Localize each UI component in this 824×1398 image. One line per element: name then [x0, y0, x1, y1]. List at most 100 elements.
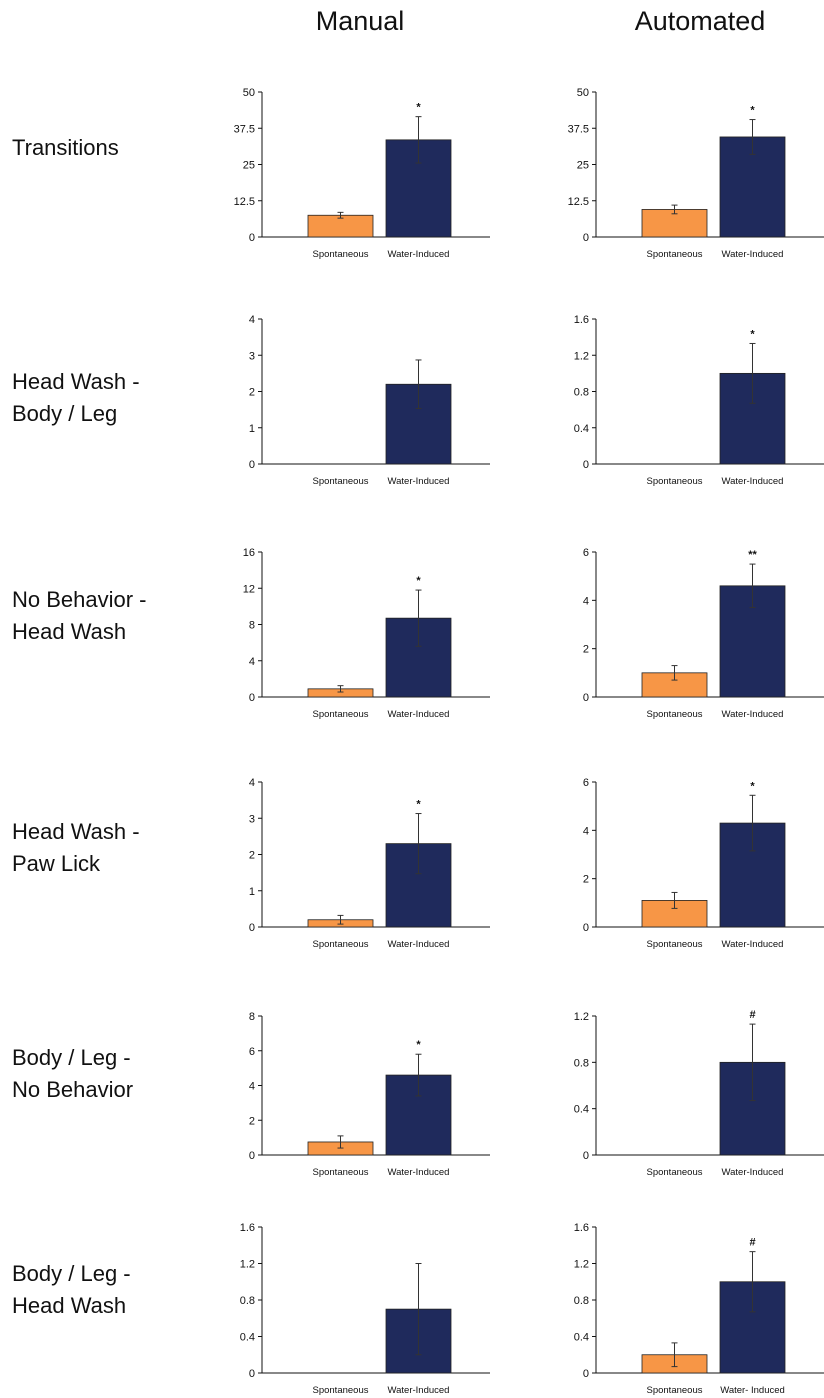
- row-label-transitions: Transitions: [12, 132, 232, 164]
- category-label: Spontaneous: [313, 1167, 369, 1178]
- significance-marker: *: [750, 328, 755, 340]
- y-tick-label: 1.2: [574, 350, 589, 362]
- y-tick-label: 3: [249, 813, 255, 825]
- row-label-line: Body / Leg -: [12, 1045, 131, 1070]
- y-tick-label: 6: [583, 777, 589, 789]
- y-tick-label: 0: [583, 232, 589, 244]
- category-label: Spontaneous: [313, 1385, 369, 1396]
- significance-marker: *: [750, 105, 755, 117]
- y-tick-label: 0: [583, 1150, 589, 1162]
- row-label-line: Transitions: [12, 135, 119, 160]
- y-tick-label: 4: [249, 1081, 255, 1093]
- row-label-headwash-pawlick: Head Wash - Paw Lick: [12, 816, 232, 880]
- row-label-line: Body / Leg -: [12, 1261, 131, 1286]
- category-label: Spontaneous: [313, 249, 369, 260]
- y-tick-label: 3: [249, 350, 255, 362]
- y-tick-label: 8: [249, 620, 255, 632]
- y-tick-label: 16: [243, 547, 255, 559]
- y-tick-label: 0.4: [574, 1104, 589, 1116]
- row-label-headwash-bodyleg: Head Wash - Body / Leg: [12, 366, 232, 430]
- y-tick-label: 0.4: [240, 1332, 255, 1344]
- row-label-bodyleg-nobehavior: Body / Leg - No Behavior: [12, 1042, 232, 1106]
- y-tick-label: 0: [249, 922, 255, 934]
- category-label: Spontaneous: [313, 939, 369, 950]
- category-label: Spontaneous: [647, 476, 703, 487]
- y-tick-label: 4: [583, 595, 589, 607]
- y-tick-label: 1.2: [574, 1259, 589, 1271]
- significance-marker: *: [416, 102, 421, 114]
- y-tick-label: 4: [249, 656, 255, 668]
- y-tick-label: 0.4: [574, 423, 589, 435]
- category-label: Water-Induced: [722, 709, 784, 720]
- column-header-automated: Automated: [634, 6, 766, 36]
- category-label: Water-Induced: [388, 476, 450, 487]
- y-tick-label: 0: [583, 922, 589, 934]
- row-label-line: Head Wash -: [12, 819, 140, 844]
- significance-marker: #: [749, 1237, 755, 1249]
- y-tick-label: 0: [249, 1150, 255, 1162]
- y-tick-label: 4: [249, 777, 255, 789]
- column-header-manual: Manual: [315, 6, 405, 36]
- y-tick-label: 2: [583, 874, 589, 886]
- category-label: Spontaneous: [313, 709, 369, 720]
- significance-marker: #: [749, 1009, 755, 1021]
- category-label: Water-Induced: [722, 476, 784, 487]
- y-tick-label: 0.8: [240, 1295, 255, 1307]
- category-label: Spontaneous: [647, 1167, 703, 1178]
- row-label-line: Head Wash: [12, 619, 127, 644]
- y-tick-label: 2: [249, 1115, 255, 1127]
- category-label: Spontaneous: [647, 939, 703, 950]
- y-tick-label: 2: [249, 850, 255, 862]
- category-label: Water-Induced: [388, 1167, 450, 1178]
- y-tick-label: 8: [249, 1011, 255, 1023]
- y-tick-label: 0: [583, 459, 589, 471]
- y-tick-label: 0.8: [574, 1057, 589, 1069]
- significance-marker: *: [416, 1039, 421, 1051]
- y-tick-label: 37.5: [568, 123, 589, 135]
- significance-marker: *: [416, 575, 421, 587]
- significance-marker: *: [750, 780, 755, 792]
- y-tick-label: 0: [583, 1368, 589, 1380]
- y-tick-label: 0.4: [574, 1332, 589, 1344]
- row-label-line: Paw Lick: [12, 851, 101, 876]
- row-label-line: No Behavior -: [12, 587, 147, 612]
- y-tick-label: 6: [583, 547, 589, 559]
- category-label: Water-Induced: [388, 939, 450, 950]
- y-tick-label: 12.5: [234, 196, 255, 208]
- category-label: Spontaneous: [647, 709, 703, 720]
- y-tick-label: 1: [249, 423, 255, 435]
- y-tick-label: 25: [243, 160, 255, 172]
- category-label: Water-Induced: [722, 939, 784, 950]
- y-tick-label: 0.8: [574, 1295, 589, 1307]
- category-label: Water-Induced: [722, 249, 784, 260]
- category-label: Spontaneous: [313, 476, 369, 487]
- row-label-line: Body / Leg: [12, 401, 118, 426]
- y-tick-label: 0: [249, 459, 255, 471]
- y-tick-label: 4: [249, 314, 255, 326]
- y-tick-label: 1.6: [574, 1222, 589, 1234]
- category-label: Water-Induced: [722, 1167, 784, 1178]
- y-tick-label: 12.5: [568, 196, 589, 208]
- row-label-line: Head Wash: [12, 1293, 127, 1318]
- y-tick-label: 50: [243, 87, 255, 99]
- category-label: Water-Induced: [388, 1385, 450, 1396]
- significance-marker: *: [416, 799, 421, 811]
- y-tick-label: 0: [249, 232, 255, 244]
- significance-marker: **: [748, 549, 757, 561]
- category-label: Water-Induced: [388, 709, 450, 720]
- y-tick-label: 1.2: [240, 1259, 255, 1271]
- y-tick-label: 2: [583, 644, 589, 656]
- y-tick-label: 0: [249, 692, 255, 704]
- y-tick-label: 6: [249, 1046, 255, 1058]
- y-tick-label: 2: [249, 387, 255, 399]
- y-tick-label: 1.6: [240, 1222, 255, 1234]
- row-label-line: No Behavior: [12, 1077, 134, 1102]
- y-tick-label: 12: [243, 583, 255, 595]
- category-label: Water- Induced: [720, 1385, 785, 1396]
- category-label: Water-Induced: [388, 249, 450, 260]
- category-label: Spontaneous: [647, 249, 703, 260]
- y-tick-label: 0.8: [574, 387, 589, 399]
- y-tick-label: 37.5: [234, 123, 255, 135]
- y-tick-label: 4: [583, 825, 589, 837]
